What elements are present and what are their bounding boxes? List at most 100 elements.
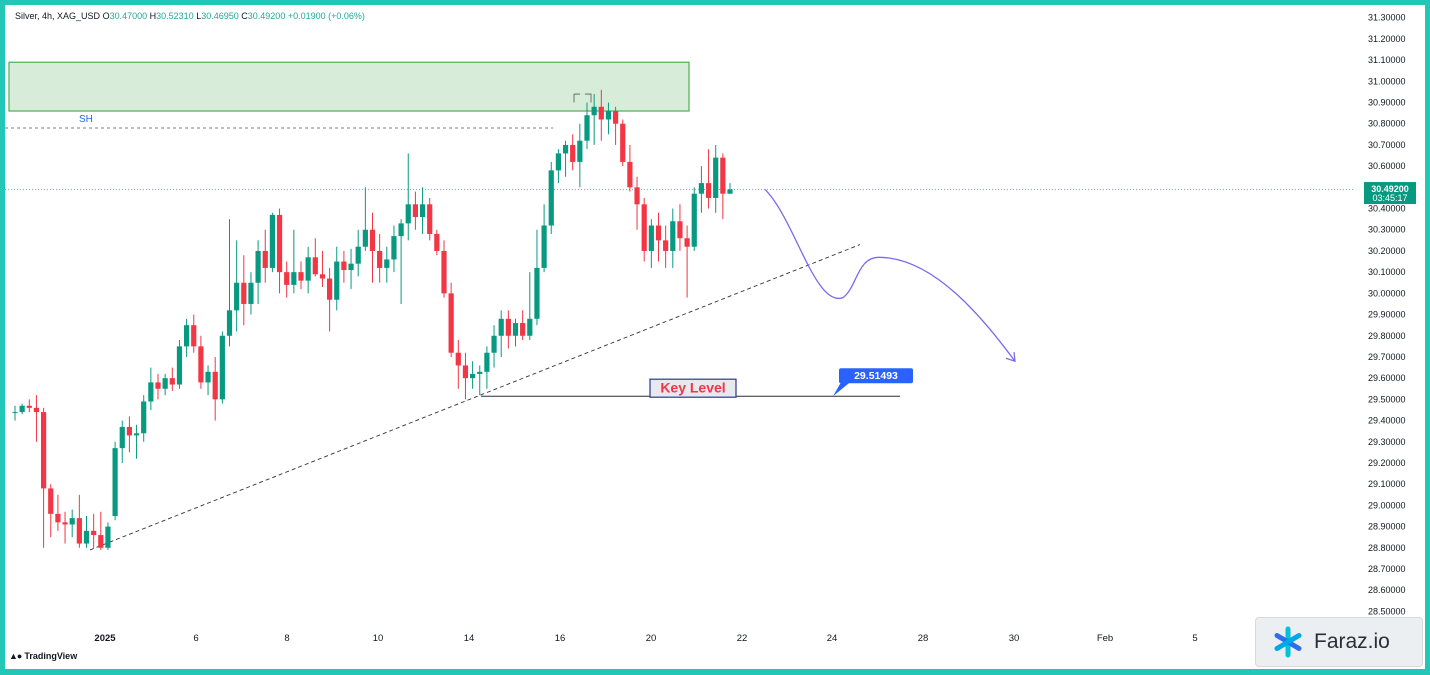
candle-body [226,310,233,336]
change-value: +0.01900 (+0.06%) [287,11,365,21]
candle-body [427,204,433,234]
candle-body [613,111,619,124]
candle-body [598,106,604,120]
candle-body [412,204,418,218]
last-price-value: 30.49200 [1371,184,1409,194]
projection-path [764,189,1016,362]
candle-body [184,325,190,347]
y-tick-label: 28.50000 [1368,606,1406,616]
y-tick-label: 30.30000 [1368,225,1406,235]
candle-body [155,382,161,389]
candle-body [62,522,68,525]
h-label: H [149,11,157,21]
x-tick-label: 20 [646,633,657,644]
candle-body [219,335,225,400]
candle-body [462,365,469,379]
candle-body [541,225,547,268]
y-tick-label: 28.90000 [1368,522,1406,532]
y-tick-label: 30.40000 [1368,204,1406,214]
candle-body [126,426,132,436]
candle-body [391,236,397,260]
x-tick-label: 10 [373,633,384,644]
candle-body [298,272,304,281]
key-level-box [649,378,737,398]
y-tick-label: 29.90000 [1368,310,1406,320]
y-tick-label: 29.70000 [1368,352,1406,362]
key-level-label: Key Level [660,380,725,396]
chart-canvas[interactable]: SH Key Level 29.51493 31.30000 31.20000 31.1… [5,5,1425,669]
y-tick-label: 31.20000 [1368,34,1406,44]
tradingview-icon: ▲● [9,651,22,661]
candle-body [577,140,583,162]
y-tick-label: 30.00000 [1368,288,1406,298]
symbol-header: Silver, 4h, XAG_USD O30.47000 H30.52310 … [15,11,365,21]
candle-body [505,318,511,336]
last-price-tag [1364,182,1416,205]
candle-body [720,157,726,194]
l-label: L [196,11,202,21]
candle-body [362,229,368,247]
x-tick-label: 8 [284,633,289,644]
y-tick-label: 28.70000 [1368,564,1406,574]
candle-body [26,405,32,408]
y-tick-label: 29.60000 [1368,373,1406,383]
candle-body [198,346,204,383]
x-tick-label: 6 [193,633,198,644]
candle-body [484,352,490,372]
candle-body [377,250,383,268]
chart-frame: SH Key Level 29.51493 31.30000 31.20000 31.1… [5,5,1425,669]
candle-body [148,382,154,402]
candle-body [48,488,54,514]
candle-body [269,214,275,268]
y-tick-label: 29.80000 [1368,331,1406,341]
candle-body [33,407,40,413]
candle-body [534,267,540,319]
candle-body [677,221,683,239]
candle-body [76,518,82,544]
candle-body [355,246,361,264]
tradingview-logo[interactable]: ▲● TradingView [9,651,77,661]
key-price-label: 29.51493 [854,370,898,382]
candle-body [176,346,183,385]
candle-body [141,401,147,434]
symbol-title: Silver, 4h, XAG_USD [15,11,101,21]
candle-body [491,335,497,353]
sh-label: SH [79,114,93,125]
x-tick-label: 28 [918,633,929,644]
candle-body [369,229,376,251]
candle-body [520,323,526,336]
candle-body [655,225,662,241]
y-tick-label: 30.90000 [1368,98,1406,108]
candle-body [434,233,440,251]
x-tick-label: 30 [1009,633,1020,644]
candle-body [291,272,297,285]
candle-body [262,250,268,268]
supply-zone [8,61,690,112]
y-tick-label: 30.20000 [1368,246,1406,256]
candle-body [441,250,447,294]
x-tick-label: 2025 [94,633,116,644]
candle-body [698,183,704,194]
candle-body [341,261,347,271]
candle-body [55,513,61,523]
y-tick-label: 29.00000 [1368,500,1406,510]
candle-body [670,221,676,251]
candle-body [548,170,554,226]
y-tick-label: 29.30000 [1368,437,1406,447]
candle-body [284,272,290,285]
candle-body [562,144,569,154]
close-value: 30.49200 [247,11,286,21]
candle-body [470,373,476,379]
x-tick-label: 16 [555,633,566,644]
candle-body [305,257,311,281]
high-value: 30.52310 [156,11,194,21]
x-tick-label: 22 [737,633,748,644]
candle-body [334,261,340,300]
y-tick-label: 29.10000 [1368,479,1406,489]
candle-body [705,183,712,198]
candle-body [169,378,175,385]
x-tick-label: Feb [1097,633,1113,644]
countdown-value: 03:45:17 [1372,193,1407,203]
candle-body [327,278,333,300]
key-price-callout-tail [833,382,850,397]
